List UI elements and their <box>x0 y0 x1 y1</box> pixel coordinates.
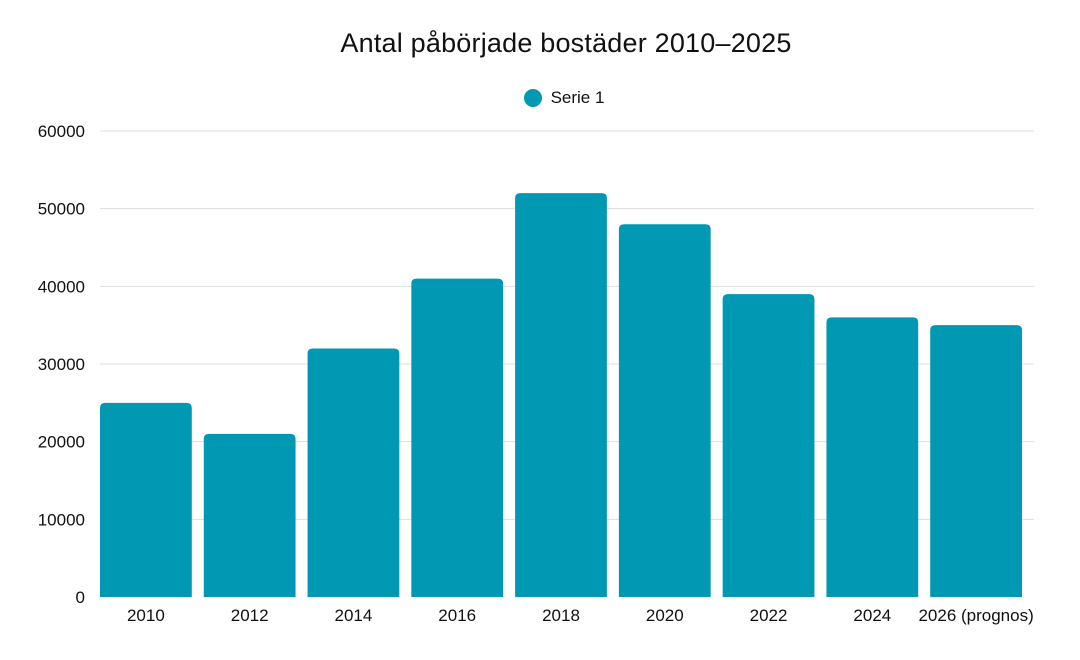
y-tick-label: 50000 <box>38 200 85 219</box>
legend-label: Serie 1 <box>550 88 605 107</box>
bar-2026 <box>930 325 1022 597</box>
x-tick-label: 2020 <box>646 606 684 625</box>
y-tick-label: 10000 <box>38 510 85 529</box>
x-tick-label: 2016 <box>438 606 476 625</box>
y-tick-label: 30000 <box>38 355 85 374</box>
x-tick-label: 2010 <box>127 606 165 625</box>
x-tick-label: 2026 (prognos) <box>918 606 1033 625</box>
bar-2016 <box>411 278 504 597</box>
bar-2022 <box>722 294 815 597</box>
bars <box>100 193 1022 597</box>
chart-title: Antal påbörjade bostäder 2010–2025 <box>340 28 792 58</box>
bar-2014 <box>307 348 400 597</box>
bar-2020 <box>618 224 711 597</box>
bar-2024 <box>826 317 919 597</box>
y-tick-label: 40000 <box>38 277 85 296</box>
y-axis-ticks: 0 10000 20000 30000 40000 50000 60000 <box>38 122 85 607</box>
x-tick-label: 2022 <box>750 606 788 625</box>
y-tick-label: 0 <box>76 588 85 607</box>
legend: Serie 1 <box>0 88 1080 108</box>
y-tick-label: 60000 <box>38 122 85 141</box>
x-tick-label: 2018 <box>542 606 580 625</box>
x-tick-label: 2012 <box>231 606 269 625</box>
x-tick-label: 2014 <box>335 606 373 625</box>
y-tick-label: 20000 <box>38 433 85 452</box>
x-axis-ticks: 2010 2012 2014 2016 2018 2020 2022 2024 2026 (pr… <box>127 606 1034 625</box>
bar-2010 <box>100 402 192 597</box>
x-tick-label: 2024 <box>853 606 891 625</box>
bar-2012 <box>203 433 296 597</box>
bar-2018 <box>515 193 607 597</box>
legend-swatch <box>523 89 542 107</box>
